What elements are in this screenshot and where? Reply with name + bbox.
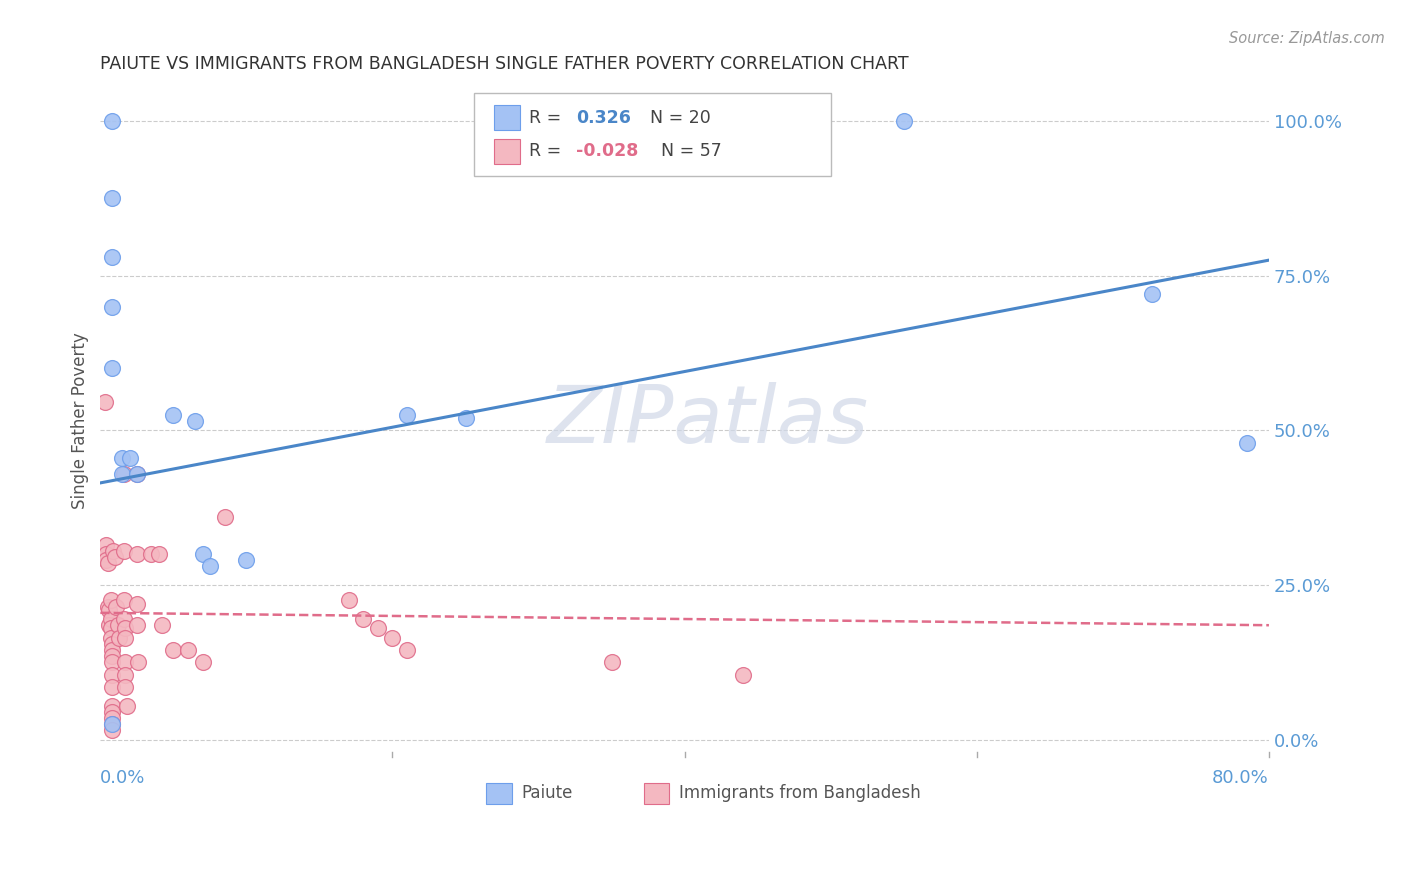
Point: [731, 667, 754, 681]
Point: [101, 361, 124, 376]
Point: [101, 680, 124, 694]
Point: [105, 599, 128, 614]
Point: [97, 599, 120, 614]
Point: [101, 300, 124, 314]
Point: [162, 643, 184, 657]
Point: [235, 553, 257, 567]
Point: [454, 411, 477, 425]
Point: [141, 547, 163, 561]
FancyBboxPatch shape: [494, 139, 520, 164]
Text: -0.028: -0.028: [576, 143, 638, 161]
Point: [191, 547, 214, 561]
Point: [118, 451, 141, 466]
Point: [101, 637, 124, 651]
Text: PAIUTE VS IMMIGRANTS FROM BANGLADESH SINGLE FATHER POVERTY CORRELATION CHART: PAIUTE VS IMMIGRANTS FROM BANGLADESH SIN…: [100, 55, 908, 73]
Point: [112, 612, 135, 626]
Point: [101, 114, 124, 128]
Text: Source: ZipAtlas.com: Source: ZipAtlas.com: [1229, 31, 1385, 46]
Point: [108, 631, 131, 645]
Point: [101, 250, 124, 264]
Text: Immigrants from Bangladesh: Immigrants from Bangladesh: [679, 784, 921, 802]
FancyBboxPatch shape: [474, 94, 831, 176]
Point: [96, 553, 118, 567]
Point: [125, 618, 148, 632]
Point: [177, 643, 200, 657]
Point: [101, 711, 124, 725]
Point: [381, 631, 404, 645]
Text: Paiute: Paiute: [522, 784, 572, 802]
Point: [115, 698, 138, 713]
Point: [114, 621, 136, 635]
Point: [191, 656, 214, 670]
Point: [98, 603, 121, 617]
Text: N = 20: N = 20: [650, 109, 710, 127]
Point: [104, 550, 127, 565]
Point: [101, 649, 124, 664]
Point: [96, 538, 118, 552]
Point: [101, 698, 124, 713]
Text: N = 57: N = 57: [661, 143, 723, 161]
Point: [100, 593, 122, 607]
Point: [101, 643, 124, 657]
Point: [111, 467, 134, 481]
FancyBboxPatch shape: [486, 782, 512, 804]
Point: [352, 612, 374, 626]
Point: [101, 723, 124, 738]
Point: [101, 667, 124, 681]
Point: [1140, 287, 1163, 301]
Point: [114, 667, 136, 681]
Point: [112, 467, 135, 481]
Point: [100, 631, 122, 645]
Text: 0.0%: 0.0%: [100, 769, 146, 787]
Point: [101, 717, 124, 731]
Text: R =: R =: [529, 109, 567, 127]
Point: [100, 621, 122, 635]
Point: [101, 191, 124, 205]
Point: [114, 680, 136, 694]
Point: [367, 621, 389, 635]
Point: [600, 656, 623, 670]
Point: [112, 544, 135, 558]
Point: [162, 408, 184, 422]
Point: [396, 643, 419, 657]
Point: [93, 395, 115, 409]
Point: [150, 618, 173, 632]
Point: [198, 559, 221, 574]
Point: [184, 414, 207, 428]
Point: [96, 547, 118, 561]
Point: [97, 557, 120, 571]
Point: [125, 467, 148, 481]
Point: [1236, 435, 1258, 450]
Point: [893, 114, 915, 128]
Point: [148, 547, 170, 561]
Point: [101, 717, 124, 731]
Point: [125, 597, 148, 611]
Point: [114, 631, 136, 645]
Point: [127, 656, 149, 670]
Text: ZIPatlas: ZIPatlas: [547, 382, 869, 460]
Point: [214, 510, 236, 524]
FancyBboxPatch shape: [644, 782, 669, 804]
Point: [100, 612, 122, 626]
Text: 80.0%: 80.0%: [1212, 769, 1270, 787]
Point: [111, 451, 134, 466]
Y-axis label: Single Father Poverty: Single Father Poverty: [72, 333, 89, 509]
Point: [107, 618, 129, 632]
Point: [114, 656, 136, 670]
Point: [103, 544, 125, 558]
Text: 0.326: 0.326: [576, 109, 631, 127]
Point: [396, 408, 419, 422]
Point: [101, 705, 124, 719]
Point: [98, 618, 121, 632]
Text: R =: R =: [529, 143, 567, 161]
Point: [337, 593, 360, 607]
Point: [125, 467, 148, 481]
Point: [112, 593, 135, 607]
Point: [101, 656, 124, 670]
Point: [125, 547, 148, 561]
FancyBboxPatch shape: [494, 105, 520, 130]
